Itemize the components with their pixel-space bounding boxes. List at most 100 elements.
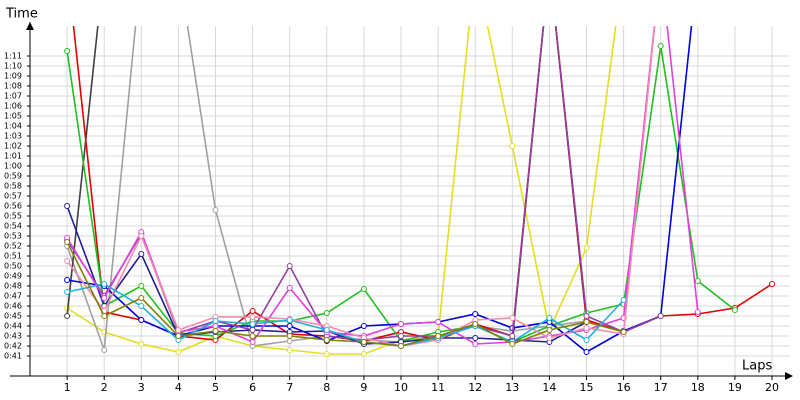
point <box>323 337 330 343</box>
point <box>175 327 182 333</box>
point <box>138 283 145 289</box>
y-tick-label: 0:58 <box>4 182 22 191</box>
x-tick-label: 5 <box>212 381 219 394</box>
point <box>249 327 256 333</box>
point <box>546 315 553 321</box>
point <box>583 319 590 325</box>
point <box>249 308 256 314</box>
point <box>731 307 738 313</box>
series-line <box>66 283 625 347</box>
point <box>769 281 776 287</box>
y-tick-label: 1:09 <box>4 72 22 81</box>
y-tick-label: 0:48 <box>4 282 22 291</box>
y-tick-label: 0:43 <box>4 332 22 341</box>
point <box>286 333 293 339</box>
y-tick-label: 1:07 <box>4 92 22 101</box>
x-tick-label: 11 <box>431 381 445 394</box>
point <box>435 319 442 325</box>
point <box>323 351 330 357</box>
point <box>101 347 108 353</box>
point <box>657 43 664 49</box>
point <box>101 313 108 319</box>
x-tick-label: 8 <box>323 381 330 394</box>
point <box>546 335 553 341</box>
point <box>472 341 479 347</box>
point <box>398 343 405 349</box>
y-tick-label: 1:10 <box>4 62 22 71</box>
point <box>212 323 219 329</box>
point <box>138 233 145 239</box>
point <box>323 327 330 333</box>
x-axis-title: Laps <box>742 359 772 374</box>
y-tick-label: 1:06 <box>4 102 22 111</box>
x-tick-label: 16 <box>617 381 631 394</box>
x-tick-label: 20 <box>765 381 779 394</box>
point <box>138 317 145 323</box>
point <box>509 143 516 149</box>
y-tick-label: 0:55 <box>4 212 22 221</box>
y-tick-label: 0:41 <box>4 352 22 361</box>
point <box>472 311 479 317</box>
y-tick-label: 0:53 <box>4 232 22 241</box>
point <box>583 245 590 251</box>
point <box>583 337 590 343</box>
point <box>435 333 442 339</box>
x-tick-label: 19 <box>728 381 742 394</box>
x-tick-label: 1 <box>64 381 71 394</box>
y-tick-label: 0:51 <box>4 252 22 261</box>
y-tick-label: 0:59 <box>4 172 22 181</box>
y-tick-label: 0:52 <box>4 242 22 251</box>
point <box>583 313 590 319</box>
y-tick-label: 0:42 <box>4 342 22 351</box>
y-axis-arrow <box>26 22 34 30</box>
point <box>360 351 367 357</box>
point <box>138 251 145 257</box>
x-tick-label: 13 <box>505 381 519 394</box>
x-tick-label: 3 <box>138 381 145 394</box>
series-line <box>66 26 617 355</box>
point <box>398 321 405 327</box>
point <box>472 335 479 341</box>
x-tick-label: 4 <box>175 381 182 394</box>
x-tick-label: 15 <box>580 381 594 394</box>
point <box>249 333 256 339</box>
point <box>101 295 108 301</box>
point <box>138 303 145 309</box>
point <box>64 203 71 209</box>
point <box>64 277 71 283</box>
y-tick-label: 0:50 <box>4 262 22 271</box>
point <box>286 317 293 323</box>
x-axis-arrow <box>785 372 793 380</box>
y-tick-label: 1:11 <box>4 52 22 61</box>
point <box>509 333 516 339</box>
point <box>286 338 293 344</box>
point <box>323 310 330 316</box>
x-tick-label: 6 <box>249 381 256 394</box>
y-tick-label: 0:46 <box>4 302 22 311</box>
plot-area <box>64 26 776 357</box>
point <box>398 333 405 339</box>
point <box>546 327 553 333</box>
point <box>212 207 219 213</box>
point <box>286 323 293 329</box>
y-tick-label: 1:02 <box>4 142 22 151</box>
y-tick-label: 1:00 <box>4 162 22 171</box>
point <box>620 329 627 335</box>
y-axis-title: Time <box>5 7 38 22</box>
y-tick-label: 0:47 <box>4 292 22 301</box>
y-tick-label: 1:08 <box>4 82 22 91</box>
point <box>138 341 145 347</box>
point <box>657 313 664 319</box>
point <box>360 339 367 345</box>
point <box>64 289 71 295</box>
point <box>286 285 293 291</box>
point <box>64 313 71 319</box>
y-tick-label: 1:03 <box>4 132 22 141</box>
point <box>212 318 219 324</box>
series-line <box>66 26 699 345</box>
point <box>360 323 367 329</box>
x-tick-label: 18 <box>691 381 705 394</box>
series-line <box>72 26 773 342</box>
point <box>64 239 71 245</box>
